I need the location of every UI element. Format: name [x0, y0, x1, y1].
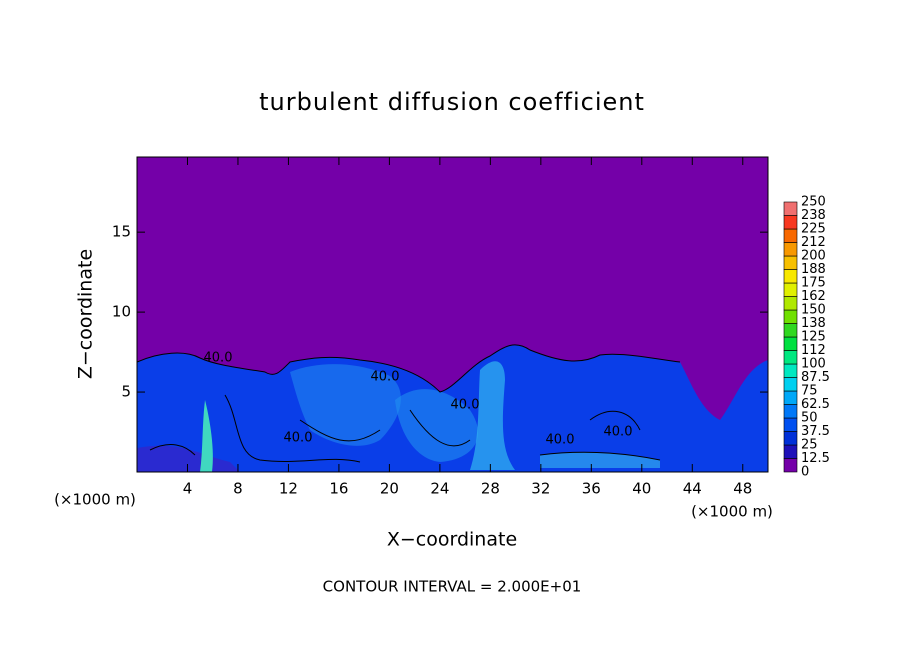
x-tick-label: 24: [430, 480, 449, 498]
contour-label: 40.0: [604, 425, 633, 440]
plot-frame: [136, 156, 769, 473]
y-tick-label: 5: [121, 383, 131, 401]
colorbar-label: 0: [801, 465, 809, 480]
colorbar-label: 75: [801, 384, 818, 399]
colorbar-band: [783, 458, 798, 473]
colorbar-band: [783, 228, 798, 243]
x-unit-label: (×1000 m): [54, 491, 136, 509]
x-axis-title: X−coordinate: [387, 529, 517, 551]
colorbar-label: 250: [801, 195, 826, 210]
turbulent-swirl: [290, 364, 401, 446]
x-tick-label: 4: [183, 480, 193, 498]
contour-label: 40.0: [204, 351, 233, 366]
y-tick-label: 10: [112, 303, 131, 321]
turbulent-region: [137, 445, 240, 472]
contour-label: 40.0: [371, 370, 400, 385]
x-tick-label: 16: [329, 480, 348, 498]
colorbar-band: [783, 201, 798, 216]
colorbar-label: 188: [801, 262, 826, 277]
colorbar-label: 100: [801, 357, 826, 372]
turbulent-swirl: [395, 389, 479, 462]
y-axis-title: Z−coordinate: [75, 249, 97, 379]
colorbar-label: 62.5: [801, 397, 830, 412]
colorbar-band: [783, 350, 798, 365]
colorbar-label: 138: [801, 316, 826, 331]
colorbar-band: [783, 255, 798, 270]
contour-label: 40.0: [546, 433, 575, 448]
colorbar-label: 87.5: [801, 370, 830, 385]
x-tick-label: 32: [531, 480, 550, 498]
x-unit-label: (×1000 m): [691, 503, 773, 521]
colorbar-label: 200: [801, 249, 826, 264]
y-tick-label: 15: [112, 223, 131, 241]
colorbar-label: 238: [801, 208, 826, 223]
colorbar-band: [783, 309, 798, 324]
x-tick-label: 40: [632, 480, 651, 498]
colorbar-band: [783, 363, 798, 378]
colorbar-label: 37.5: [801, 424, 830, 439]
colorbar-band: [783, 242, 798, 257]
turbulent-swirl: [200, 400, 213, 472]
colorbar-label: 125: [801, 330, 826, 345]
colorbar-band: [783, 444, 798, 459]
colorbar-band: [783, 296, 798, 311]
turbulent-swirl: [470, 361, 515, 470]
chart-title: turbulent diffusion coefficient: [259, 88, 645, 116]
colorbar-label: 175: [801, 276, 826, 291]
plot-area: 40.0 40.0 40.0 40.0 40.0 40.0: [137, 157, 768, 472]
x-tick-label: 28: [481, 480, 500, 498]
colorbar-label: 12.5: [801, 451, 830, 466]
colorbar-band: [783, 390, 798, 405]
contour-label: 40.0: [284, 431, 313, 446]
colorbar-label: 150: [801, 303, 826, 318]
colorbar-label: 25: [801, 438, 818, 453]
contour-line: [137, 344, 681, 393]
colorbar-band: [783, 269, 798, 284]
colorbar-label: 162: [801, 289, 826, 304]
x-tick-label: 36: [582, 480, 601, 498]
colorbar-band: [783, 417, 798, 432]
colorbar-band: [783, 215, 798, 230]
colorbar-label: 50: [801, 411, 818, 426]
turbulent-swirl: [540, 452, 660, 468]
colorbar-band: [783, 431, 798, 446]
footer-note: CONTOUR INTERVAL = 2.000E+01: [323, 578, 582, 596]
x-tick-label: 12: [279, 480, 298, 498]
colorbar-band: [783, 336, 798, 351]
x-tick-label: 20: [380, 480, 399, 498]
colorbar-label: 212: [801, 235, 826, 250]
colorbar-label: 112: [801, 343, 826, 358]
colorbar-band: [783, 377, 798, 392]
x-tick-label: 48: [733, 480, 752, 498]
x-tick-label: 44: [683, 480, 702, 498]
contour-line: [149, 394, 661, 463]
contour-label: 40.0: [451, 398, 480, 413]
x-tick-label: 8: [233, 480, 243, 498]
colorbar-band: [783, 404, 798, 419]
colorbar-label: 225: [801, 222, 826, 237]
colorbar-band: [783, 323, 798, 338]
colorbar-band: [783, 282, 798, 297]
